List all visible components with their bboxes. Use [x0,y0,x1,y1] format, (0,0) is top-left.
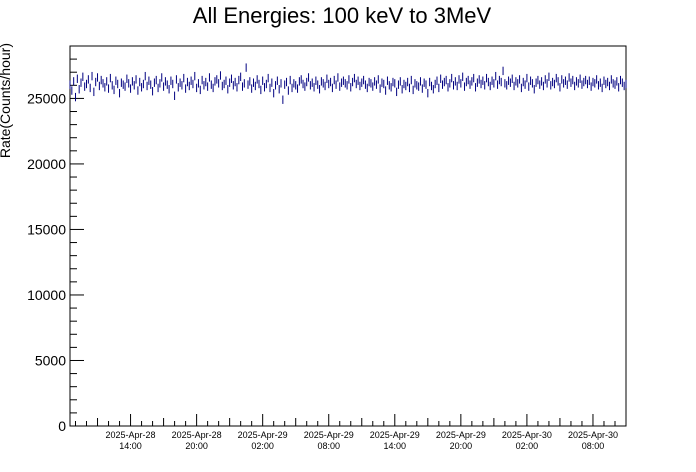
y-tick-label: 5000 [35,352,66,368]
y-tick-label: 10000 [27,287,66,303]
y-tick-label: 25000 [27,90,66,106]
x-tick-label-time: 08:00 [582,441,605,451]
y-tick-label: 20000 [27,156,66,172]
x-tick-label-time: 14:00 [119,441,142,451]
x-tick-label-date: 2025-Apr-29 [304,430,354,440]
y-tick-label: 0 [58,418,66,434]
x-tick-label-time: 02:00 [251,441,274,451]
x-tick-label-date: 2025-Apr-28 [172,430,222,440]
x-tick-label-time: 20:00 [450,441,473,451]
x-tick-label-date: 2025-Apr-29 [370,430,420,440]
x-tick-label-date: 2025-Apr-30 [502,430,552,440]
chart-title: All Energies: 100 keV to 3MeV [193,3,492,28]
x-tick-label-time: 20:00 [185,441,208,451]
y-axis: 0 5000 10000 15000 20000 25000 [27,45,84,434]
x-tick-label-time: 08:00 [317,441,340,451]
x-axis: 2025-Apr-2814:002025-Apr-2820:002025-Apr… [75,414,627,451]
x-tick-label-date: 2025-Apr-30 [568,430,618,440]
x-tick-label-date: 2025-Apr-29 [436,430,486,440]
data-points [69,63,627,104]
x-tick-label-date: 2025-Apr-28 [106,430,156,440]
y-axis-label: Rate(Counts/hour) [0,43,13,158]
x-tick-label-time: 14:00 [384,441,407,451]
x-tick-label-time: 02:00 [516,441,539,451]
x-tick-label-date: 2025-Apr-29 [238,430,288,440]
plot-frame [69,45,627,427]
y-tick-label: 15000 [27,221,66,237]
